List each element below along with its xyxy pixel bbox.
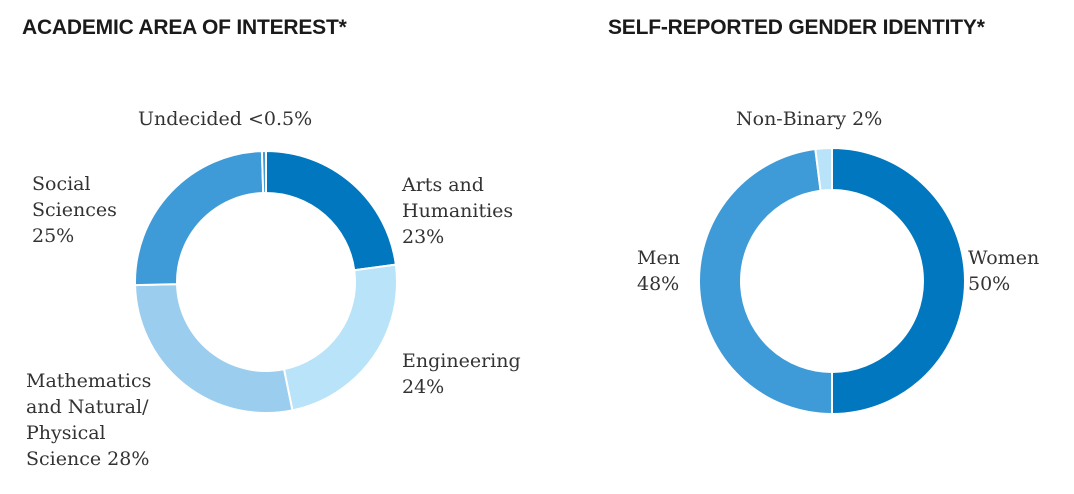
donut-chart-academic xyxy=(134,149,398,414)
label-arts-and-humanities: Arts and Humanities 23% xyxy=(402,174,514,248)
label-men: Men 48% xyxy=(637,247,680,295)
donut-slice-non-binary xyxy=(814,146,833,192)
label-social-sciences: Social Sciences 25% xyxy=(32,173,117,247)
donut-slice-men xyxy=(698,147,833,416)
label-women: Women 50% xyxy=(968,247,1040,295)
donut-slice-women xyxy=(831,146,966,416)
label-non-binary: Non-Binary 2% xyxy=(736,108,883,130)
donut-slice-mathematics-and-natural-physical-science xyxy=(134,283,294,414)
chart-title-gender: SELF-REPORTED GENDER IDENTITY* xyxy=(608,16,985,39)
donut-slice-arts-and-humanities xyxy=(265,149,397,272)
chart-title-academic: ACADEMIC AREA OF INTEREST* xyxy=(22,16,347,39)
label-undecided: Undecided <0.5% xyxy=(138,108,313,130)
label-engineering: Engineering 24% xyxy=(402,350,521,398)
label-mathematics-natural-physical-science: Mathematics and Natural/ Physical Scienc… xyxy=(26,370,152,470)
donut-chart-gender xyxy=(698,146,966,416)
donut-slice-undecided xyxy=(260,149,267,195)
donut-slice-engineering xyxy=(282,263,398,412)
donut-slice-social-sciences xyxy=(134,150,265,287)
